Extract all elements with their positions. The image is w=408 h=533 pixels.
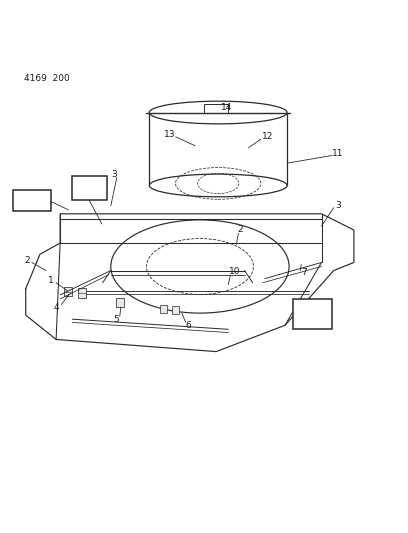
Bar	[293, 299, 332, 329]
Text: 7: 7	[302, 269, 307, 278]
Bar	[115, 298, 124, 307]
Bar	[64, 287, 72, 296]
Text: 6: 6	[186, 321, 191, 330]
Text: 11: 11	[333, 149, 344, 158]
Text: 16: 16	[12, 203, 23, 212]
Bar	[160, 305, 167, 313]
Text: 5: 5	[113, 314, 120, 324]
Text: 8: 8	[294, 301, 300, 310]
Text: 3: 3	[111, 169, 117, 179]
Text: 9: 9	[294, 321, 300, 330]
Bar	[173, 306, 179, 314]
Text: 2: 2	[237, 225, 243, 233]
Text: 3: 3	[335, 201, 341, 210]
Text: 10: 10	[228, 267, 240, 276]
Text: 13: 13	[164, 130, 175, 139]
Text: 2: 2	[24, 256, 30, 265]
Bar	[78, 288, 86, 298]
Text: 4: 4	[54, 303, 59, 311]
Text: 14: 14	[221, 103, 232, 112]
Text: 4169  200: 4169 200	[24, 74, 69, 83]
Text: 1: 1	[48, 276, 54, 285]
Text: 12: 12	[262, 132, 273, 141]
Text: 15: 15	[71, 193, 83, 201]
Bar	[204, 104, 228, 114]
Bar	[72, 176, 107, 200]
Bar	[13, 190, 51, 211]
